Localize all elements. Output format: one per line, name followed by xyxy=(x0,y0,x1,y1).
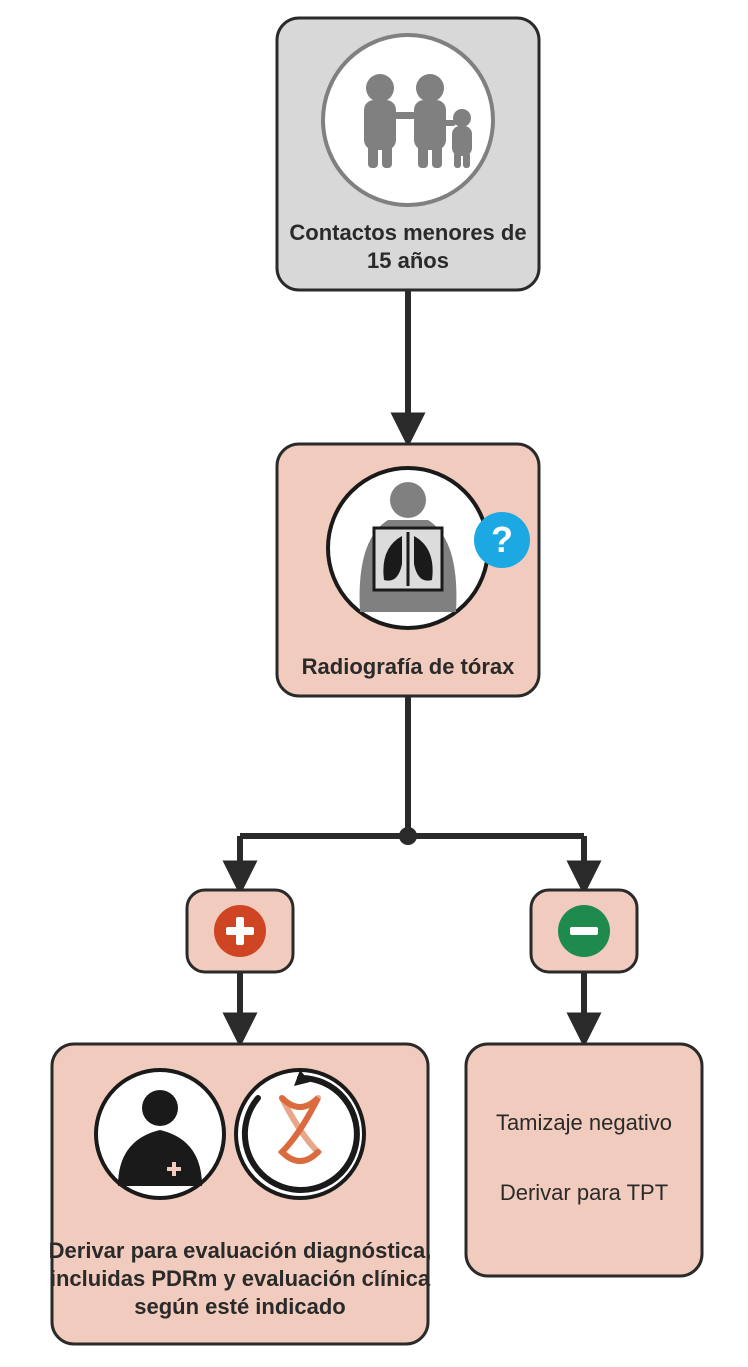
negative-line1: Tamizaje negativo xyxy=(496,1110,672,1135)
positive-line1: Derivar para evaluación diagnóstica, xyxy=(49,1238,432,1263)
question-mark: ? xyxy=(491,519,513,560)
start-label-1: Contactos menores de xyxy=(289,220,526,245)
positive-line3: según esté indicado xyxy=(134,1294,346,1319)
negative-line2: Derivar para TPT xyxy=(500,1180,668,1205)
start-label-2: 15 años xyxy=(367,248,449,273)
xray-label: Radiografía de tórax xyxy=(302,654,515,679)
positive-line2: incluidas PDRm y evaluación clínica xyxy=(50,1266,431,1291)
